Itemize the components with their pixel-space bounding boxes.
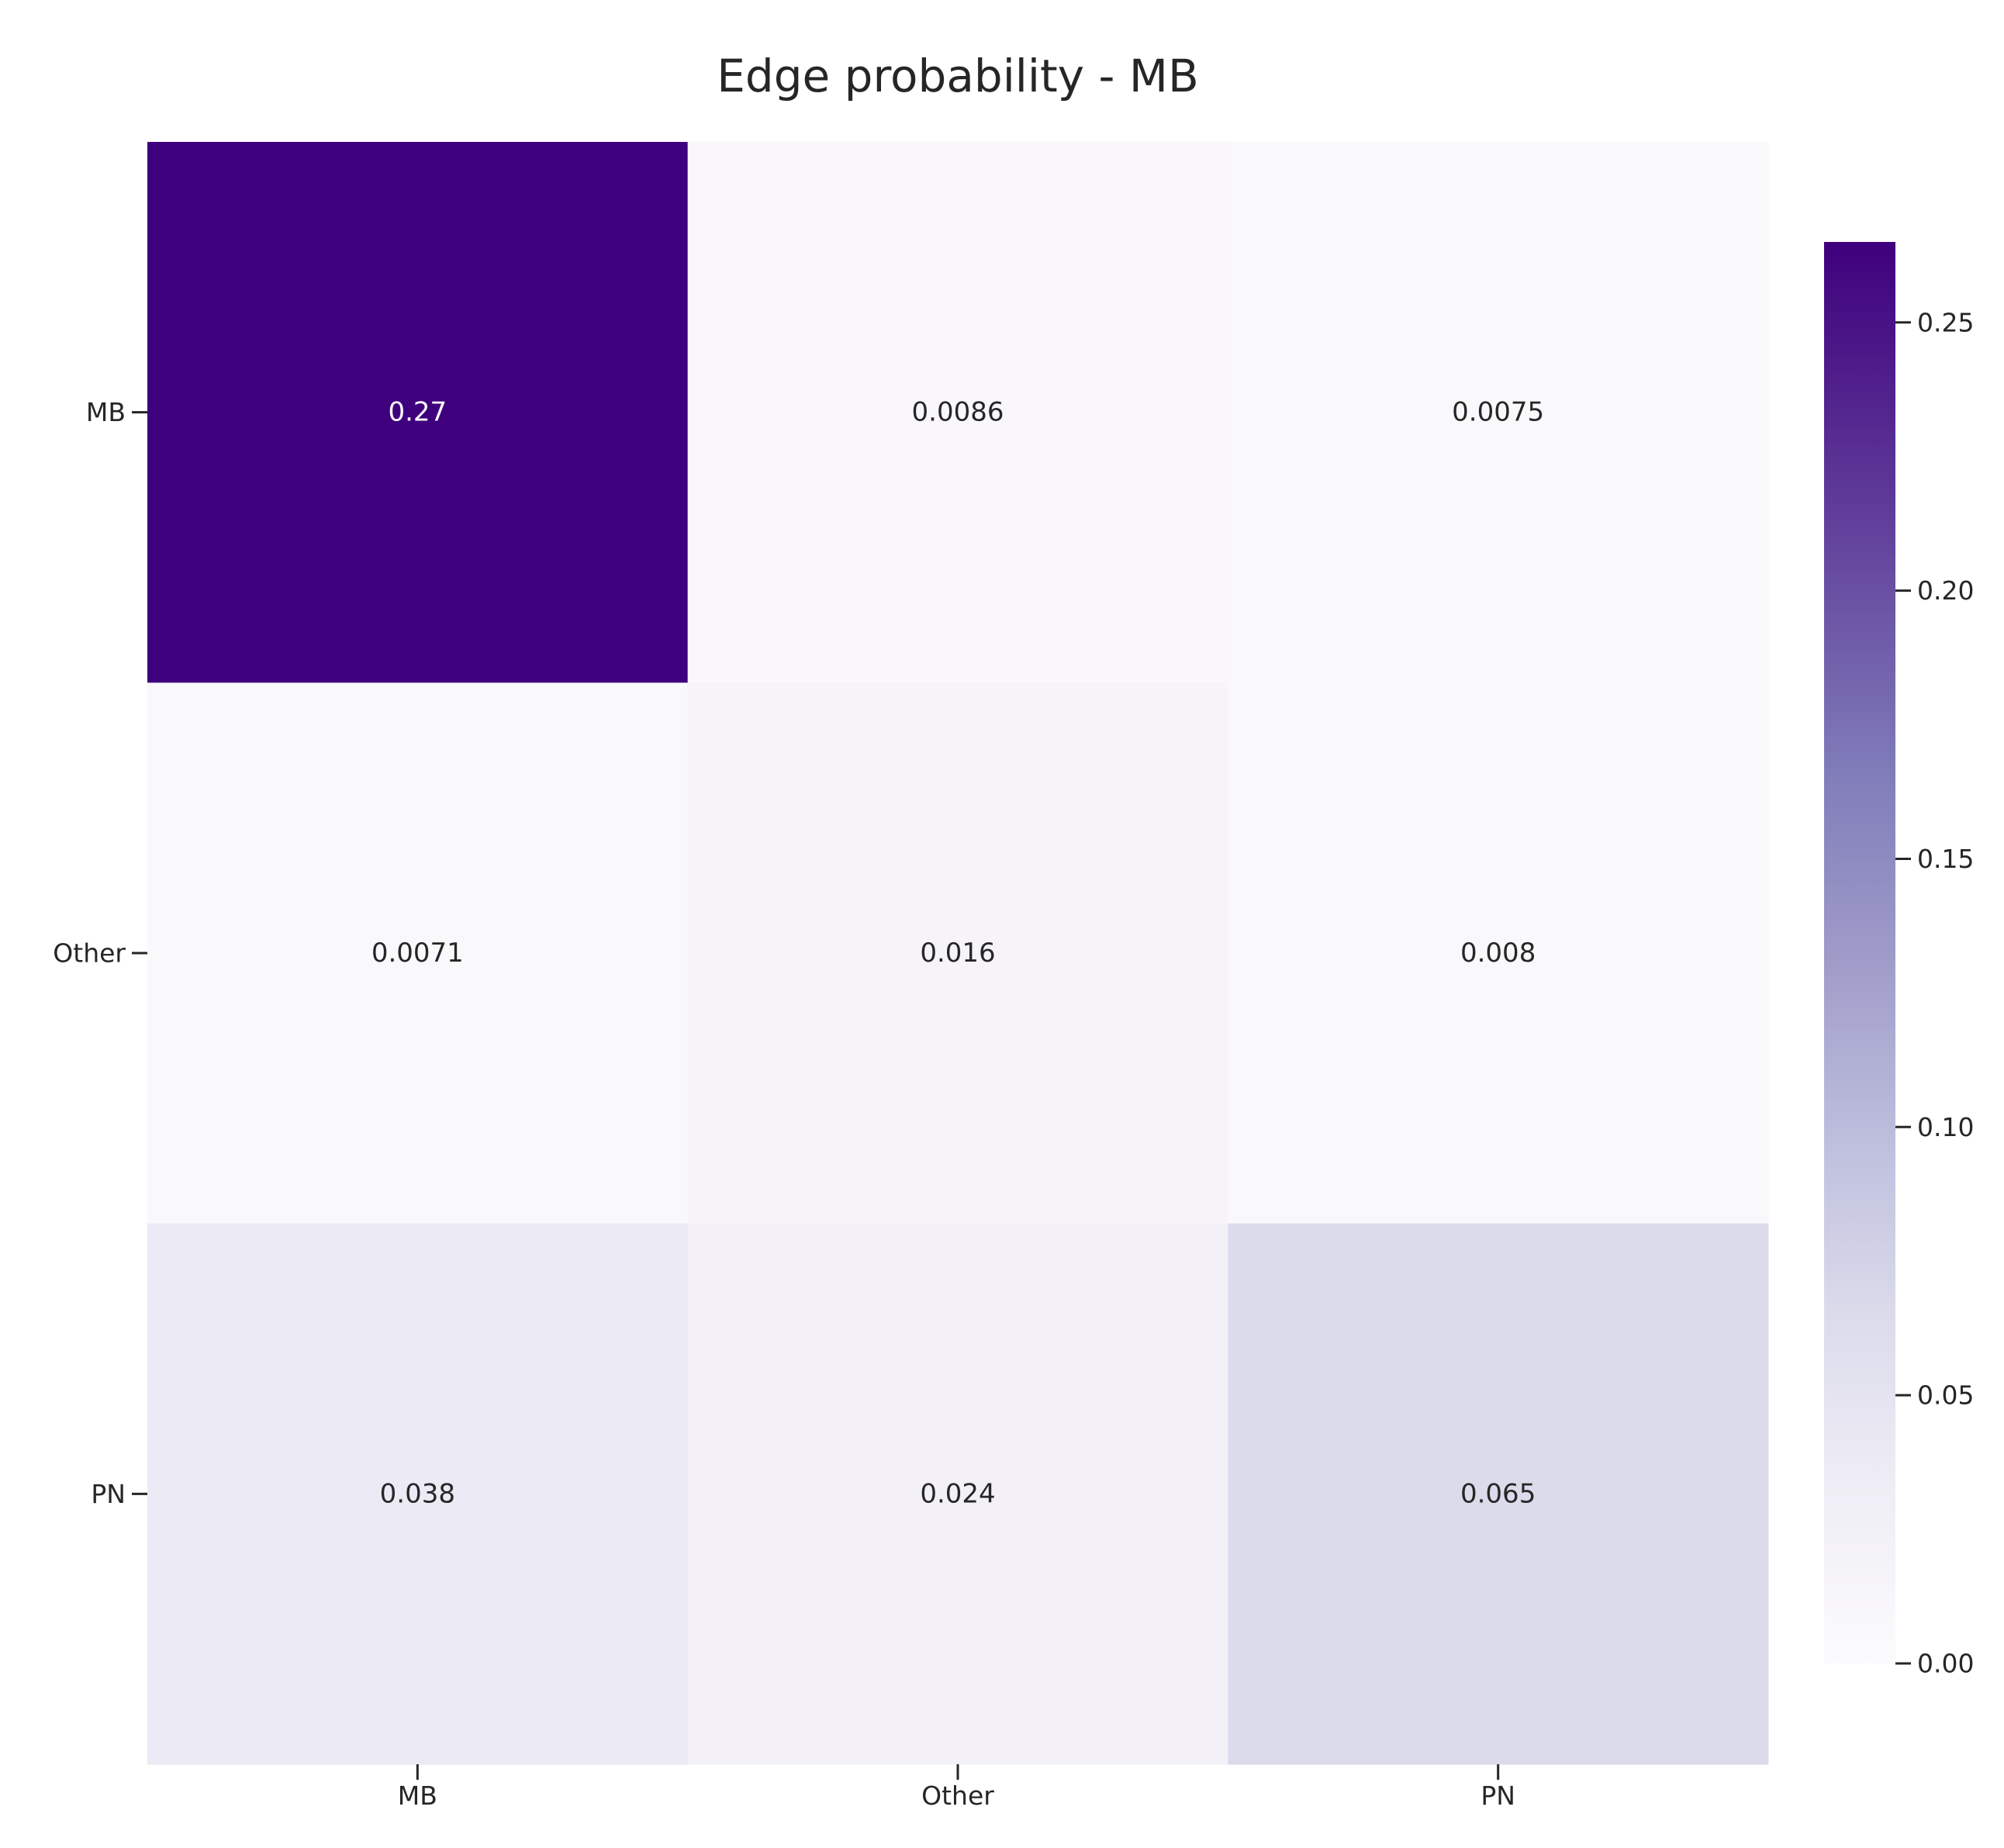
x-tick-label: Other	[921, 1781, 994, 1811]
heatmap-cell	[1228, 142, 1769, 683]
cell-value-label: 0.0071	[371, 938, 464, 969]
heatmap-cell	[687, 142, 1228, 683]
colorbar-gradient	[1824, 242, 1895, 1663]
y-axis: MB Other PN	[53, 397, 147, 1509]
heatmap-cell	[147, 142, 689, 683]
x-tick-label: PN	[1481, 1781, 1515, 1811]
colorbar: 0.00 0.05 0.10 0.15 0.20 0.25	[1824, 242, 1974, 1679]
colorbar-tick-label: 0.10	[1917, 1112, 1974, 1142]
y-tick-label: MB	[86, 397, 126, 427]
y-tick-label: Other	[53, 938, 126, 969]
cell-value-label: 0.008	[1460, 938, 1536, 969]
y-tick-label: PN	[91, 1479, 126, 1509]
cell-value-label: 0.016	[920, 938, 995, 969]
x-axis: MB Other PN	[398, 1764, 1515, 1811]
cell-value-label: 0.024	[920, 1478, 995, 1509]
colorbar-tick-label: 0.05	[1917, 1380, 1974, 1411]
heatmap-cell	[687, 1223, 1228, 1765]
heatmap-cell	[687, 682, 1228, 1225]
cell-value-label: 0.27	[388, 397, 447, 428]
colorbar-tick-label: 0.15	[1917, 844, 1974, 874]
cell-value-label: 0.0075	[1452, 397, 1544, 428]
heatmap-cell	[1228, 1223, 1769, 1765]
cell-value-label: 0.038	[380, 1478, 455, 1509]
heatmap-cells	[147, 142, 1769, 1765]
colorbar-tick-label: 0.20	[1917, 575, 1974, 606]
cell-value-label: 0.065	[1460, 1478, 1536, 1509]
x-tick-label: MB	[398, 1781, 437, 1811]
heatmap-cell	[147, 682, 689, 1225]
colorbar-tick-label: 0.25	[1917, 307, 1974, 337]
cell-value-label: 0.0086	[912, 397, 1004, 428]
heatmap-cell	[1228, 682, 1769, 1225]
chart-title: Edge probability - MB	[717, 50, 1199, 102]
heatmap-cell-labels: 0.27 0.0086 0.0075 0.0071 0.016 0.008 0.038 0.0…	[371, 397, 1544, 1510]
heatmap-cell	[147, 1223, 689, 1765]
colorbar-tick-label: 0.00	[1917, 1649, 1974, 1679]
